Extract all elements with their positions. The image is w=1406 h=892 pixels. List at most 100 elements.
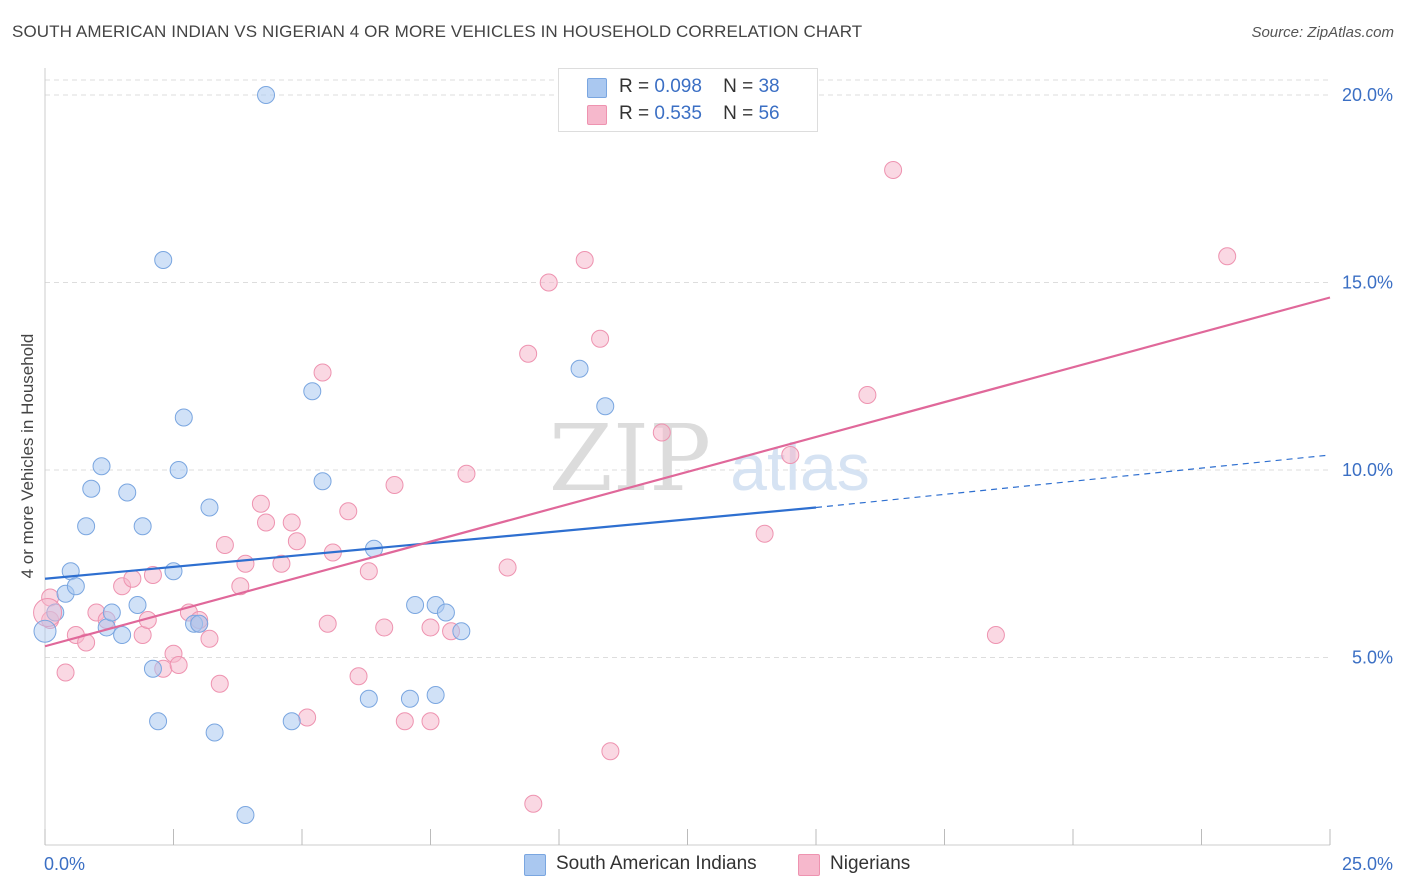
point-south-american-indian (77, 517, 96, 536)
legend-r-value: 0.098 (654, 76, 702, 97)
point-south-american-indian (102, 603, 121, 622)
point-south-american-indian (303, 382, 322, 401)
watermark: ZIP atlas (549, 405, 870, 512)
y-tick-label: 15.0% (1342, 273, 1393, 293)
trend-lines (44, 296, 1331, 648)
point-nigerian (236, 554, 255, 573)
axes (44, 68, 1331, 846)
point-south-american-indian (174, 408, 193, 427)
trend-line-nigerians (44, 296, 1331, 648)
point-nigerian (313, 363, 332, 382)
point-south-american-indian (205, 723, 224, 742)
point-south-american-indian (257, 86, 276, 104)
point-nigerian (123, 569, 142, 588)
point-south-american-indian (596, 397, 615, 416)
data-points (33, 86, 1237, 824)
point-nigerian (375, 618, 394, 637)
legend-n-label: N = (723, 103, 754, 124)
point-nigerian (498, 558, 517, 577)
point-nigerian (652, 423, 671, 442)
grid-lines (45, 79, 1330, 658)
point-south-american-indian (313, 472, 332, 491)
legend-r-value: 0.535 (654, 103, 702, 124)
point-nigerian (257, 513, 276, 532)
point-south-american-indian (149, 712, 168, 731)
legend-n-value: 56 (758, 103, 780, 124)
point-nigerian (519, 344, 538, 363)
point-nigerian (601, 742, 620, 761)
point-south-american-indian (33, 619, 57, 643)
legend-r-label: R = (619, 76, 650, 97)
y-tick-label: 20.0% (1342, 85, 1393, 105)
point-nigerian (884, 161, 903, 179)
legend-n-label: N = (723, 76, 754, 97)
point-south-american-indian (133, 517, 152, 536)
point-nigerian (524, 794, 543, 813)
point-south-american-indian (436, 603, 455, 622)
point-south-american-indian (128, 596, 147, 614)
point-nigerian (755, 524, 774, 543)
point-nigerian (575, 251, 594, 269)
y-tick-label: 5.0% (1352, 648, 1393, 668)
point-south-american-indian (200, 498, 219, 517)
point-south-american-indian (154, 251, 173, 269)
point-south-american-indian (400, 689, 419, 708)
point-nigerian (169, 656, 188, 674)
point-south-american-indian (46, 603, 65, 622)
point-nigerian (56, 663, 75, 682)
point-south-american-indian (236, 806, 255, 824)
point-nigerian (781, 446, 800, 464)
point-nigerian (539, 273, 558, 292)
bottom-legend-label: Nigerians (830, 853, 911, 874)
point-nigerian (282, 513, 301, 532)
point-nigerian (231, 577, 250, 596)
y-axis-label: 4 or more Vehicles in Household (18, 333, 37, 579)
source-credit: Source: ZipAtlas.com (1251, 24, 1394, 41)
point-south-american-indian (143, 659, 162, 678)
point-nigerian (457, 464, 476, 483)
point-south-american-indian (92, 457, 111, 476)
point-south-american-indian (570, 359, 589, 378)
point-nigerian (33, 598, 63, 627)
legend-swatch-blue (587, 78, 607, 98)
point-nigerian (421, 618, 440, 637)
point-nigerian (143, 566, 162, 584)
x-tick-label: 25.0% (1342, 854, 1393, 874)
point-nigerian (385, 476, 404, 494)
point-south-american-indian (66, 577, 85, 596)
legend-r-label: R = (619, 103, 650, 124)
point-nigerian (1218, 247, 1237, 266)
point-south-american-indian (118, 483, 137, 502)
point-south-american-indian (426, 686, 445, 704)
x-tick-label: 0.0% (44, 854, 85, 874)
point-nigerian (215, 536, 234, 554)
point-south-american-indian (452, 622, 471, 641)
legend-n-value: 38 (758, 76, 780, 97)
bottom-legend-swatch-pink (798, 854, 820, 876)
point-south-american-indian (169, 461, 188, 479)
y-tick-label: 10.0% (1342, 460, 1393, 480)
point-south-american-indian (282, 712, 301, 731)
stats-legend: R = 0.098 N = 38 R = 0.535 N = 56 (558, 68, 818, 132)
bottom-legend-label: South American Indians (556, 853, 757, 874)
trend-line-south-american-indians (44, 506, 817, 580)
point-nigerian (591, 329, 610, 348)
point-south-american-indian (113, 626, 132, 644)
point-nigerian (359, 562, 378, 581)
bottom-legend-swatch-blue (524, 854, 546, 876)
point-nigerian (986, 626, 1005, 644)
trend-line-south-american-indians-extension (815, 454, 1331, 509)
point-nigerian (339, 502, 358, 521)
point-nigerian (272, 554, 291, 573)
point-nigerian (858, 386, 877, 404)
watermark-zip: ZIP (549, 405, 711, 512)
point-south-american-indian (82, 479, 101, 498)
point-nigerian (251, 494, 270, 513)
point-south-american-indian (190, 614, 209, 633)
point-nigerian (200, 629, 219, 648)
point-nigerian (210, 674, 229, 693)
point-south-american-indian (406, 596, 425, 614)
point-nigerian (133, 626, 152, 644)
point-nigerian (287, 532, 306, 551)
